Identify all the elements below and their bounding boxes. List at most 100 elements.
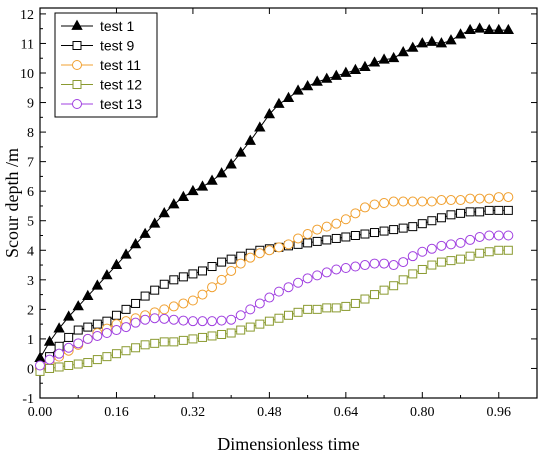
data-point — [111, 325, 122, 336]
data-point — [187, 295, 198, 306]
data-point — [350, 298, 360, 308]
legend-entries: test 1 test 9 test 11 test 12 test 13 — [61, 18, 142, 112]
data-point — [311, 75, 323, 86]
data-point — [245, 304, 256, 315]
legend-label: test 13 — [100, 96, 142, 112]
y-tick-label: -1 — [22, 392, 34, 407]
data-point — [169, 337, 179, 347]
y-tick-label: 7 — [27, 156, 34, 171]
data-point — [159, 304, 170, 315]
legend-label: test 11 — [100, 57, 141, 73]
data-point — [121, 304, 131, 314]
data-point — [159, 279, 169, 289]
data-point — [111, 349, 121, 359]
data-point — [312, 304, 322, 314]
legend-entry: test 1 — [61, 18, 134, 34]
data-point — [503, 205, 513, 215]
data-point — [379, 285, 389, 295]
series-test-12 — [35, 245, 513, 376]
data-point — [245, 322, 255, 332]
legend-entry: test 9 — [61, 38, 134, 54]
y-tick-label: 12 — [20, 8, 34, 23]
series-test-9 — [35, 205, 513, 373]
data-point — [121, 322, 132, 333]
data-point — [284, 310, 293, 320]
data-point — [379, 258, 390, 269]
y-tick-label: 5 — [27, 215, 34, 230]
data-point — [169, 275, 179, 285]
data-point — [387, 51, 400, 63]
data-point — [73, 325, 83, 335]
data-point — [340, 66, 352, 77]
data-point — [359, 60, 371, 71]
data-point — [426, 35, 438, 46]
data-point — [226, 254, 236, 264]
data-point — [302, 273, 313, 284]
data-point — [446, 210, 456, 220]
data-point — [331, 233, 341, 243]
data-point — [91, 279, 104, 290]
legend-marker — [71, 19, 83, 30]
data-point — [63, 342, 74, 353]
data-point — [417, 196, 428, 207]
data-point — [187, 184, 199, 196]
data-point — [494, 245, 504, 255]
y-tick-label: 8 — [27, 126, 34, 141]
data-point — [120, 248, 132, 259]
data-point — [216, 315, 227, 326]
data-point — [368, 56, 381, 67]
data-point — [236, 325, 246, 335]
data-point — [292, 84, 304, 95]
y-axis-title: Scour depth /m — [2, 148, 22, 258]
data-point — [196, 180, 209, 191]
x-tick-label: 0.80 — [410, 405, 435, 420]
data-point — [293, 233, 304, 244]
legend-entry: test 12 — [61, 77, 142, 93]
data-point — [178, 335, 188, 345]
data-point — [455, 195, 466, 206]
data-point — [301, 79, 314, 91]
data-point — [282, 91, 295, 103]
data-point — [168, 314, 179, 325]
data-point — [53, 322, 65, 333]
data-point — [322, 235, 332, 245]
data-point — [389, 225, 399, 235]
data-point — [178, 298, 189, 309]
data-point — [82, 333, 93, 344]
data-point — [474, 193, 485, 204]
data-point — [131, 343, 141, 353]
y-tick-label: 11 — [21, 37, 34, 52]
series-line — [39, 209, 509, 369]
legend-entry: test 11 — [61, 57, 141, 73]
data-point — [484, 247, 494, 257]
data-point — [360, 229, 370, 239]
data-point — [215, 167, 228, 178]
data-point — [407, 251, 418, 262]
data-point — [417, 219, 427, 229]
data-point — [331, 218, 342, 229]
data-point — [254, 298, 265, 309]
data-point — [321, 72, 333, 83]
data-point — [436, 213, 446, 223]
data-point — [216, 274, 227, 285]
legend-marker — [72, 60, 82, 70]
data-point — [389, 281, 399, 291]
data-point — [369, 199, 380, 210]
data-point — [43, 335, 56, 346]
data-point — [398, 257, 409, 268]
data-point — [34, 351, 46, 363]
y-tick-label: 10 — [20, 67, 34, 82]
data-point — [350, 208, 361, 219]
data-point — [64, 361, 74, 370]
data-point — [493, 192, 504, 203]
data-point — [92, 319, 102, 329]
data-point — [436, 195, 447, 206]
data-point — [83, 322, 93, 332]
data-point — [350, 231, 360, 240]
data-point — [456, 208, 466, 218]
y-tick-label: 6 — [27, 185, 34, 200]
data-point — [427, 216, 437, 226]
data-point — [330, 69, 342, 80]
data-point — [503, 245, 513, 255]
data-point — [73, 338, 84, 349]
